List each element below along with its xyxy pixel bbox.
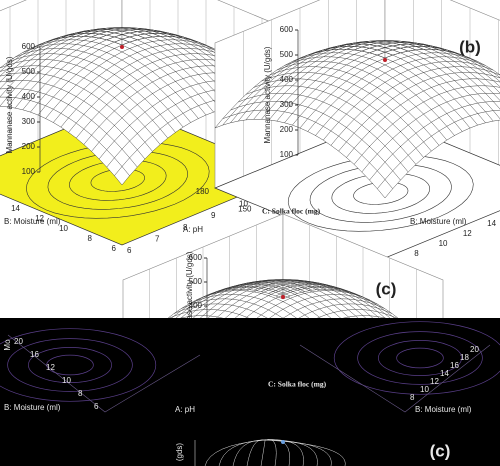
inverted-left-tick: 6 xyxy=(94,402,99,411)
inverted-edge xyxy=(7,334,201,413)
floor-right-tick: 9 xyxy=(211,211,216,220)
floor-left-tick: 150 xyxy=(238,205,252,214)
inverted-right-tick: 14 xyxy=(440,369,449,378)
inverted-mesh xyxy=(204,439,266,466)
inverted-mesh xyxy=(264,439,346,466)
z-tick-label: 400 xyxy=(189,301,203,310)
surface-mesh xyxy=(214,49,386,129)
inverted-contour xyxy=(0,328,157,402)
inverted-z-fragment: (gds) xyxy=(175,443,184,462)
inverted-right-tick: 18 xyxy=(460,353,469,362)
inverted-right-tick: 10 xyxy=(420,385,429,394)
z-tick-label: 100 xyxy=(280,150,294,159)
z-tick-label: 400 xyxy=(280,75,294,84)
surface-mesh xyxy=(0,36,123,69)
z-tick-label: 300 xyxy=(22,117,36,126)
design-point xyxy=(120,45,124,49)
z-tick-label: 500 xyxy=(22,67,36,76)
inverted-left-tick: 16 xyxy=(30,350,39,359)
inverted-center-title: A: pH xyxy=(175,405,195,414)
design-point xyxy=(281,295,285,299)
inverted-edge xyxy=(299,344,491,413)
z-tick-label: 300 xyxy=(280,100,294,109)
z-axis-title: Mannanase activity (U/gds) xyxy=(5,56,14,153)
floor-right-tick: 10 xyxy=(439,239,448,248)
inverted-contour xyxy=(378,340,462,376)
inverted-left-tick: 12 xyxy=(46,363,55,372)
inverted-mesh xyxy=(246,439,266,466)
panel-label: (c) xyxy=(376,279,397,298)
inverted-left-title: B: Moisture (ml) xyxy=(4,403,61,412)
inverted-contour xyxy=(28,347,112,383)
inverted-right-tick: 8 xyxy=(410,393,415,402)
inverted-contour xyxy=(46,354,94,376)
floor-left-title: C: Solka floc (mg) xyxy=(262,207,321,216)
floor-right-tick: 8 xyxy=(183,223,188,232)
z-tick-label: 200 xyxy=(22,142,36,151)
z-tick-label: 600 xyxy=(22,42,36,51)
inverted-contour xyxy=(333,321,500,395)
floor-right-tick: 12 xyxy=(463,229,472,238)
inverted-mesh xyxy=(264,439,332,466)
inverted-point xyxy=(281,440,285,444)
floor-left-tick: 10 xyxy=(59,224,68,233)
floor-left-tick: 8 xyxy=(88,234,93,243)
z-tick-label: 500 xyxy=(189,277,203,286)
z-tick-label: 200 xyxy=(280,125,294,134)
inverted-mesh xyxy=(260,439,266,466)
inverted-left-tick: 20 xyxy=(14,337,23,346)
floor-right-title: B: Moisture (ml) xyxy=(410,217,467,226)
z-tick-label: 500 xyxy=(280,50,294,59)
floor-right-title: A: pH xyxy=(183,225,203,234)
z-axis-title: Mannanase activity (U/gds) xyxy=(185,251,194,348)
floor-right-tick: 8 xyxy=(414,249,419,258)
inverted-fragment: Mo xyxy=(3,339,12,351)
inverted-right-tick: 20 xyxy=(470,345,479,354)
floor-left-tick: 12 xyxy=(35,214,44,223)
inverted-solka-title: C: Solka floc (mg) xyxy=(268,380,327,389)
design-point xyxy=(383,58,387,62)
floor-right-tick: 6 xyxy=(127,246,132,255)
z-tick-label: 600 xyxy=(280,25,294,34)
surface-mesh xyxy=(384,49,500,76)
panel-label: (b) xyxy=(459,37,481,56)
inverted-band xyxy=(0,318,500,466)
floor-right-tick: 14 xyxy=(487,219,496,228)
inverted-contour xyxy=(7,338,133,392)
floor-right-tick: 7 xyxy=(155,234,160,243)
inverted-contour xyxy=(357,331,483,385)
inverted-label: (c) xyxy=(430,441,451,460)
floor-right-tick: 10 xyxy=(239,199,248,208)
surface-fill xyxy=(215,49,500,198)
inverted-right-tick: 16 xyxy=(450,361,459,370)
floor-left-tick: 14 xyxy=(11,204,20,213)
z-tick-label: 100 xyxy=(22,167,36,176)
inverted-mesh xyxy=(264,439,318,466)
inverted-left-tick: 8 xyxy=(78,389,83,398)
inverted-contour xyxy=(396,347,444,369)
z-axis-title: Mannanase activity (U/gds) xyxy=(263,46,272,143)
z-tick-label: 400 xyxy=(22,92,36,101)
floor-left-title: B: Moisture (ml) xyxy=(4,217,61,226)
floor-left-tick: 6 xyxy=(112,244,117,253)
inverted-right-tick: 12 xyxy=(430,377,439,386)
inverted-right-title: B: Moisture (ml) xyxy=(415,405,472,414)
z-tick-label: 600 xyxy=(189,253,203,262)
inverted-left-tick: 10 xyxy=(62,376,71,385)
floor-left-tick: 180 xyxy=(196,187,210,196)
